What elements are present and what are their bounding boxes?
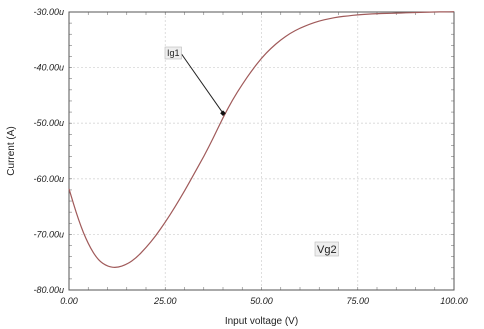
grid [69,12,454,290]
series-line-ig1 [68,11,455,268]
x-tick-labels: 0.00 25.00 50.00 75.00 100.00 [60,296,468,306]
x-tick-label: 75.00 [346,296,369,306]
x-tick-label: 25.00 [153,296,177,306]
y-tick-label: -50.00u [33,118,64,128]
series-label: Ig1 [167,48,180,58]
y-tick-label: -80.00u [33,285,64,295]
y-axis-label: Current (A) [6,126,17,175]
annotation-leader-line [181,53,224,114]
x-tick-label: 0.00 [60,296,78,306]
y-tick-label: -60.00u [33,174,64,184]
note-label: Vg2 [317,244,337,256]
y-tick-label: -40.00u [33,63,64,73]
x-tick-label: 100.00 [440,296,468,306]
x-tick-label: 50.00 [250,296,273,306]
plot-frame [68,11,455,291]
x-axis-label: Input voltage (V) [225,316,298,327]
y-tick-label: -30.00u [33,7,64,17]
note-box [314,241,339,257]
y-tick-label: -70.00u [33,229,64,239]
annotation-marker [220,110,226,117]
series-label-box [164,46,182,60]
y-tick-labels: -80.00u -70.00u -60.00u -50.00u -40.00u -30.0… [33,7,64,295]
